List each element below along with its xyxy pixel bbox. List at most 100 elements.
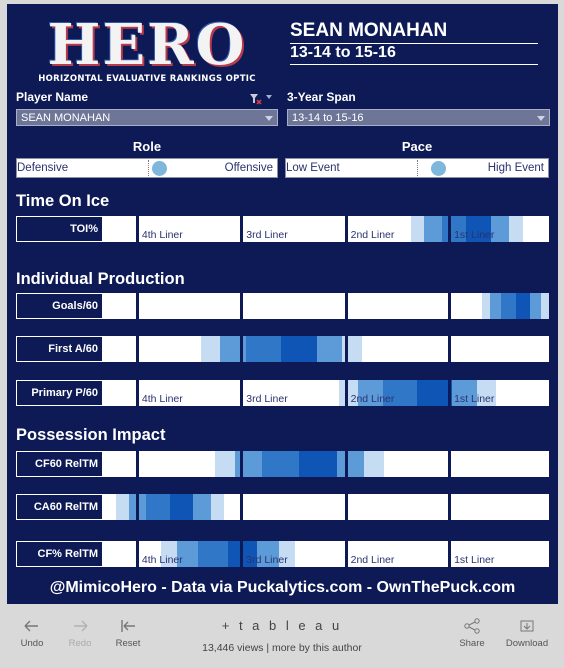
range-band-segment xyxy=(482,293,491,319)
range-band-segment xyxy=(201,336,221,362)
chevron-down-icon xyxy=(265,116,273,121)
range-band-segment xyxy=(278,541,296,567)
range-band-segment xyxy=(417,380,453,406)
role-title: Role xyxy=(132,139,162,154)
download-icon xyxy=(520,620,534,632)
range-band-segment xyxy=(116,494,130,520)
logo-word: HERO xyxy=(47,12,247,78)
span-dropdown[interactable]: 13-14 to 15-16 xyxy=(287,109,550,126)
tier-divider xyxy=(240,541,244,567)
range-band-segment xyxy=(424,216,443,242)
range-band-segment xyxy=(177,541,199,567)
range-band-segment xyxy=(210,494,224,520)
row-label: CA60 RelTM xyxy=(16,494,103,520)
undo-label: Undo xyxy=(20,638,44,649)
range-band-segment xyxy=(281,336,318,362)
row-label: CF% RelTM xyxy=(16,541,103,567)
tier-divider xyxy=(448,216,452,242)
pace-left-label: Low Event xyxy=(286,162,340,174)
tier-label: 1st Liner xyxy=(454,229,495,241)
row-track[interactable] xyxy=(103,451,549,477)
span-value: 13-14 to 15-16 xyxy=(292,112,364,124)
tier-label: 2nd Liner xyxy=(350,554,395,566)
view-count[interactable]: 13,446 views | more by this author xyxy=(202,642,362,654)
reset-icon xyxy=(121,620,135,632)
range-band-segment xyxy=(316,336,343,362)
range-band-segment xyxy=(358,380,384,406)
tier-divider xyxy=(448,451,452,477)
row-label: CF60 RelTM xyxy=(16,451,103,477)
share-button[interactable]: Share xyxy=(447,618,497,649)
range-band-segment xyxy=(466,216,492,242)
tier-divider xyxy=(135,541,139,567)
range-band-segment xyxy=(383,380,418,406)
row-track[interactable]: 4th Liner 3rd Liner 2nd Liner 1st Liner xyxy=(103,541,549,567)
row-label: First A/60 xyxy=(16,336,103,362)
section-individual-production: Individual Production xyxy=(16,270,185,288)
tier-divider xyxy=(344,336,348,362)
tier-divider xyxy=(135,380,139,406)
row-track[interactable]: 4th Liner 3rd Liner 2nd Liner 1st Liner xyxy=(103,216,549,242)
tableau-logo: + t a b l e a u xyxy=(221,618,343,633)
tier-divider xyxy=(135,494,139,520)
tier-divider xyxy=(448,541,452,567)
tableau-branding[interactable]: + t a b l e a u 13,446 views | more by t… xyxy=(180,618,384,654)
row-label: Goals/60 xyxy=(16,293,103,319)
range-band-segment xyxy=(530,293,542,319)
tier-label: 4th Liner xyxy=(141,554,183,566)
row-track[interactable] xyxy=(103,293,549,319)
redo-button[interactable]: Redo xyxy=(55,618,105,649)
undo-button[interactable]: Undo xyxy=(7,618,57,649)
tier-divider xyxy=(240,494,244,520)
tier-divider xyxy=(448,293,452,319)
range-band-segment xyxy=(410,216,425,242)
player-name-label: Player Name xyxy=(16,90,89,104)
toggle-divider xyxy=(148,160,149,176)
role-toggle[interactable]: Defensive Offensive xyxy=(16,158,278,178)
share-icon xyxy=(464,618,480,634)
range-band-segment xyxy=(193,494,212,520)
download-label: Download xyxy=(505,638,549,649)
chevron-down-icon xyxy=(537,116,545,121)
tier-divider xyxy=(344,451,348,477)
tier-divider xyxy=(344,494,348,520)
row-track[interactable] xyxy=(103,494,549,520)
footer-credit: @MimicoHero - Data via Puckalytics.com -… xyxy=(49,579,516,596)
clear-filter-icon[interactable] xyxy=(249,92,265,105)
player-name-dropdown[interactable]: SEAN MONAHAN xyxy=(16,109,278,126)
range-band-segment xyxy=(160,541,178,567)
row-track[interactable]: 4th Liner 3rd Liner 2nd Liner 1st Liner xyxy=(103,380,549,406)
tier-label: 1st Liner xyxy=(454,393,495,405)
range-band-segment xyxy=(299,451,338,477)
pace-title: Pace xyxy=(401,139,433,154)
toggle-divider xyxy=(417,160,418,176)
tier-divider xyxy=(448,380,452,406)
tier-divider xyxy=(240,451,244,477)
range-band-segment xyxy=(540,293,549,319)
pace-toggle[interactable]: Low Event High Event xyxy=(285,158,549,178)
tier-label: 3rd Liner xyxy=(246,554,288,566)
dashboard: HERO HORIZONTAL EVALUATIVE RANKINGS OPTI… xyxy=(7,4,558,604)
tier-divider xyxy=(135,451,139,477)
tier-divider xyxy=(344,541,348,567)
tier-label: 3rd Liner xyxy=(246,393,288,405)
range-band-segment xyxy=(169,494,194,520)
filter-menu-chevron-icon[interactable] xyxy=(266,95,272,99)
tier-divider xyxy=(240,336,244,362)
row-track[interactable] xyxy=(103,336,549,362)
download-button[interactable]: Download xyxy=(502,618,552,649)
tier-label: 4th Liner xyxy=(141,229,183,241)
section-possession-impact: Possession Impact xyxy=(16,426,166,444)
tier-divider xyxy=(240,216,244,242)
tier-divider xyxy=(135,216,139,242)
section-time-on-ice: Time On Ice xyxy=(16,192,110,210)
reset-button[interactable]: Reset xyxy=(103,618,153,649)
range-band-segment xyxy=(508,216,523,242)
range-band-segment xyxy=(476,380,496,406)
range-band-segment xyxy=(490,293,502,319)
role-slider-knob[interactable] xyxy=(152,161,167,176)
pace-slider-knob[interactable] xyxy=(431,161,446,176)
tier-divider xyxy=(344,380,348,406)
tier-label: 4th Liner xyxy=(141,393,183,405)
header-player-name: SEAN MONAHAN xyxy=(290,20,538,44)
